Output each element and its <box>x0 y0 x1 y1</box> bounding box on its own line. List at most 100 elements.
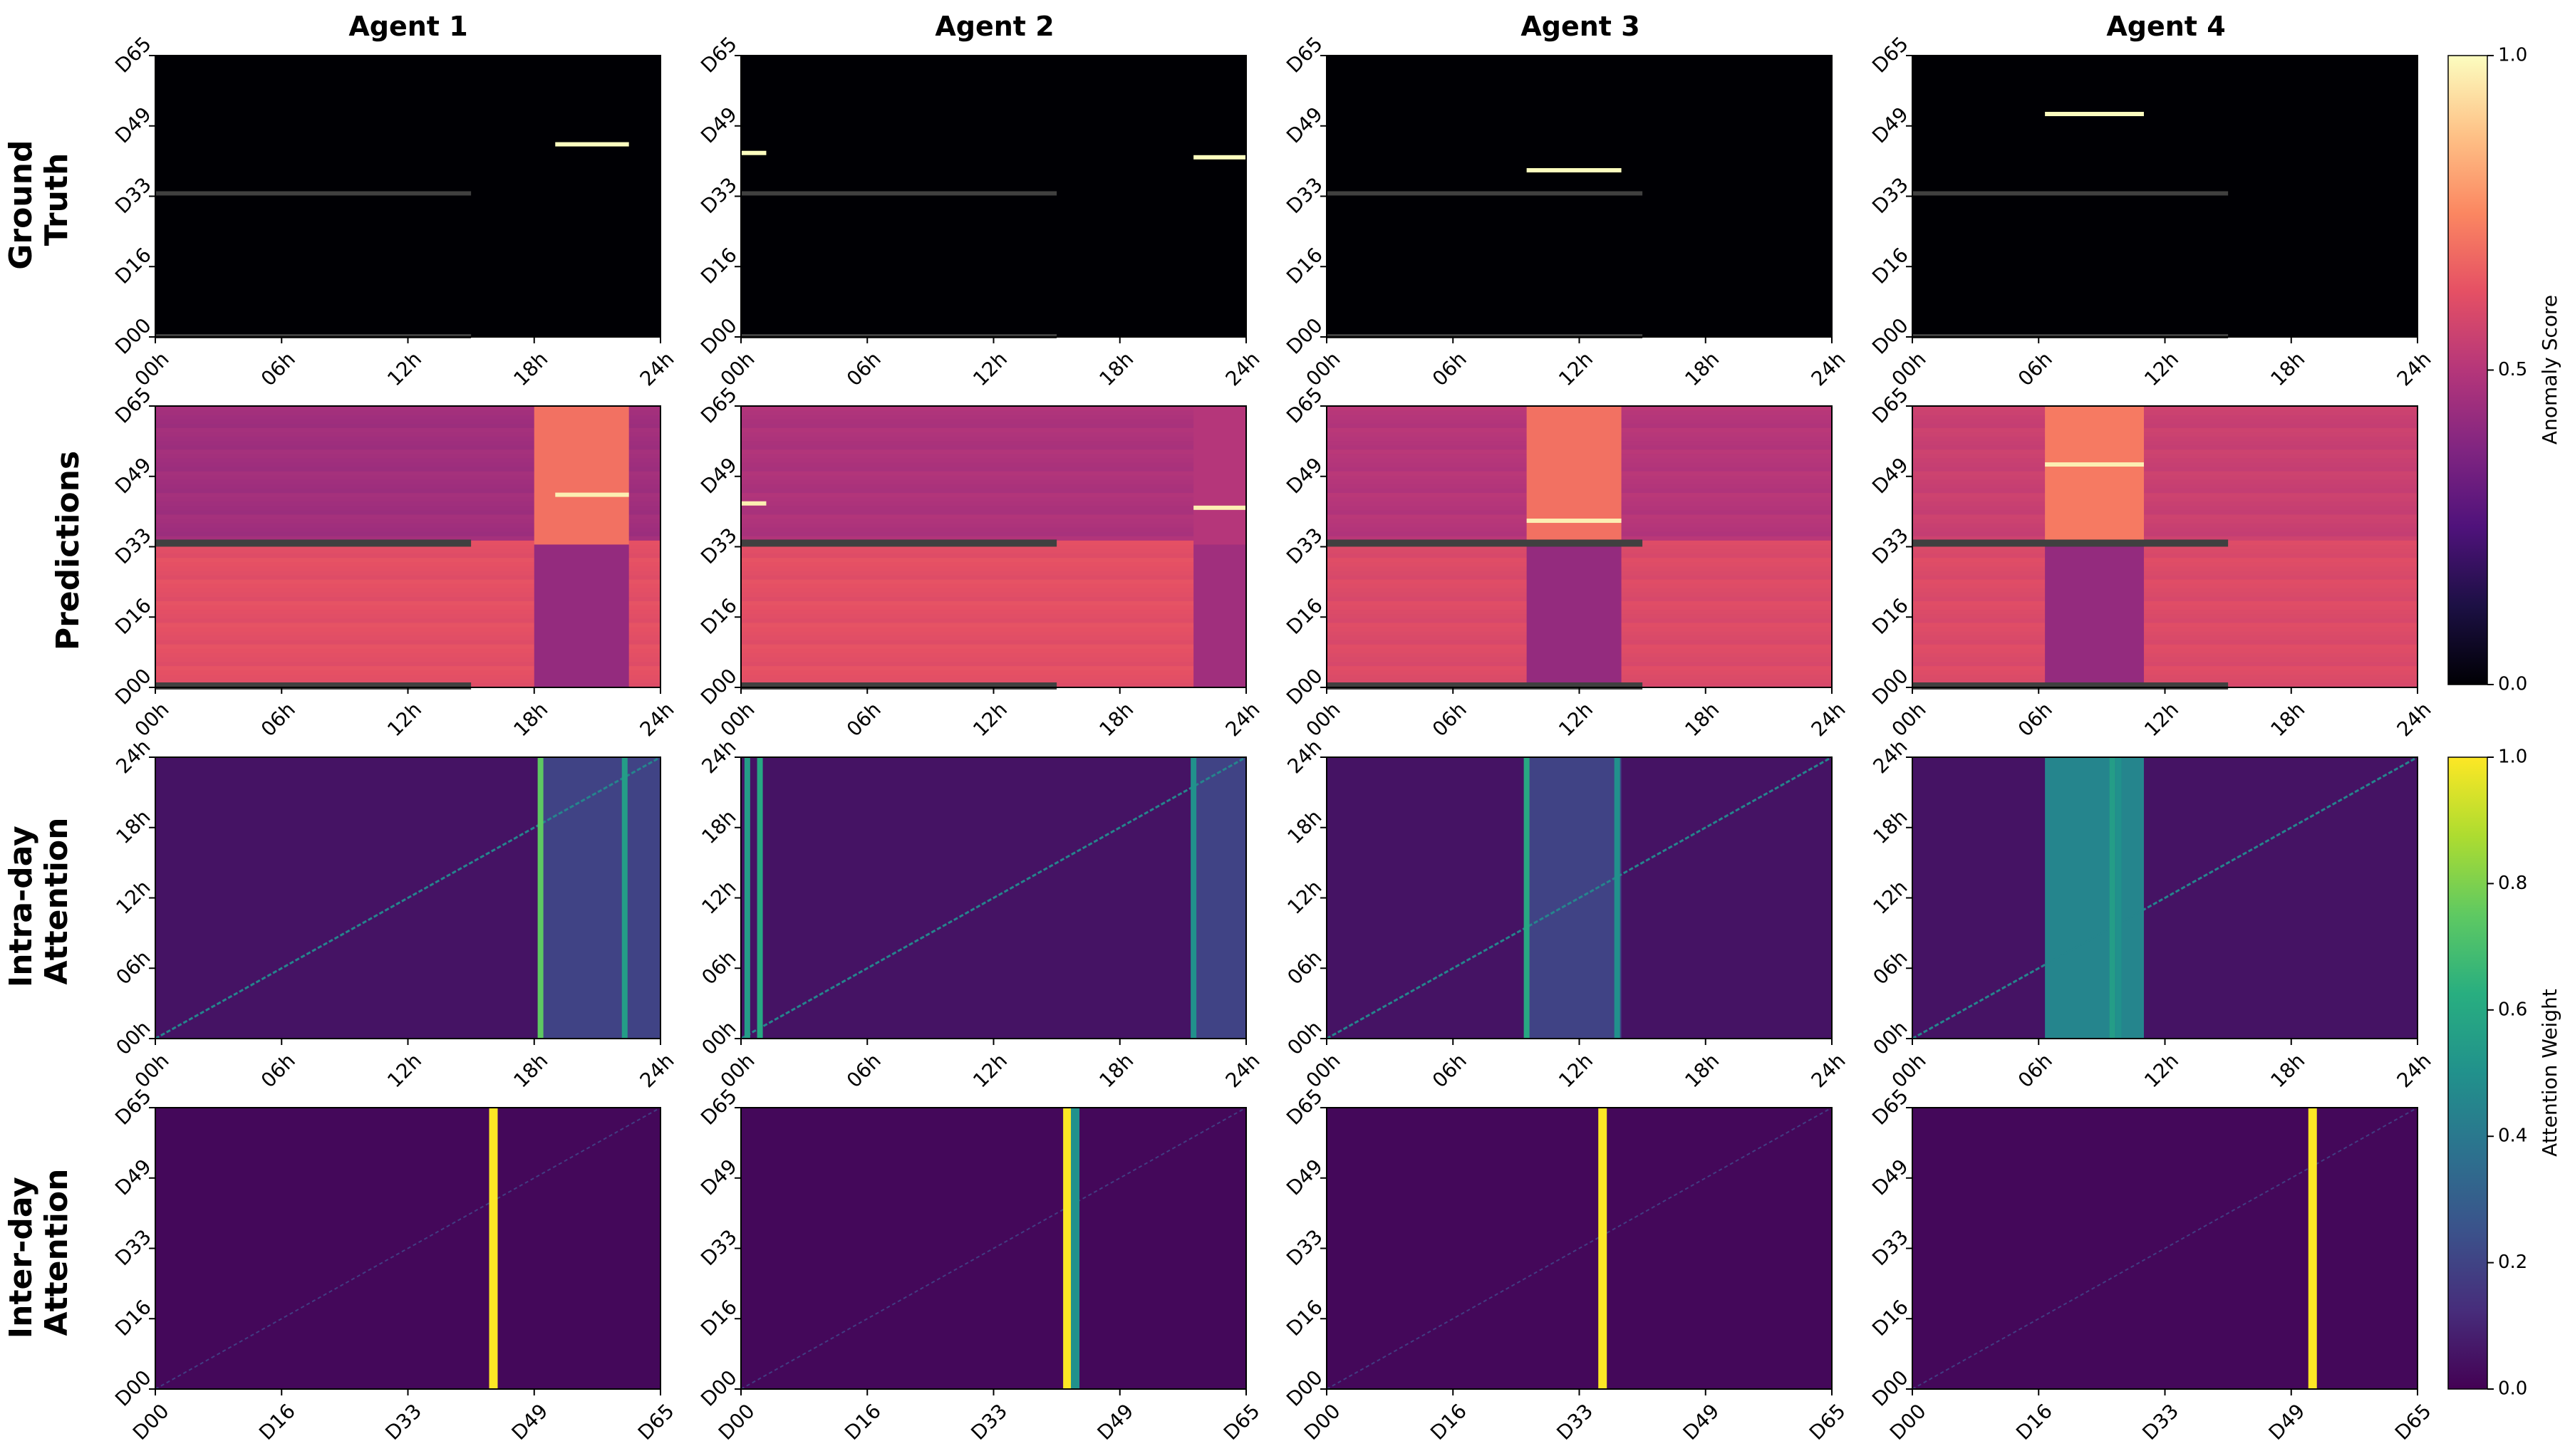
y-tick-label: D16 <box>110 1295 156 1341</box>
pred-row <box>1912 406 2418 411</box>
pred-row <box>155 548 660 554</box>
y-tick-label: 06h <box>1282 946 1326 989</box>
y-tick-label: D33 <box>1867 173 1913 219</box>
pred-row <box>741 531 1246 536</box>
pred-row <box>1912 644 2418 649</box>
pred-row <box>155 406 660 411</box>
pred-row <box>155 492 660 498</box>
pred-row <box>155 523 660 528</box>
x-tick-label: D49 <box>1093 1399 1139 1445</box>
y-tick-label: D65 <box>1282 32 1327 78</box>
y-tick-label: 00h <box>111 1016 155 1059</box>
pred-row <box>1912 527 2418 532</box>
pred-row <box>155 661 660 667</box>
y-tick-label: D00 <box>696 664 742 709</box>
pred-row <box>741 644 1246 649</box>
x-tick-label: 24h <box>2393 1049 2436 1092</box>
panel-frame <box>740 405 1247 688</box>
pred-row <box>155 635 660 640</box>
y-tick-label: 12h <box>1282 875 1326 919</box>
pred-row <box>155 471 660 476</box>
pred-row <box>1912 467 2418 472</box>
x-tick-label: 00h <box>130 697 174 741</box>
x-tick-label: 06h <box>2014 347 2057 390</box>
inter-diagonal <box>155 1107 661 1390</box>
pred-row <box>155 457 660 463</box>
x-tick-label: 12h <box>2140 697 2183 741</box>
y-tick-label: D16 <box>110 243 156 288</box>
pred-row <box>155 415 660 420</box>
x-tick-label: 06h <box>2014 1049 2057 1092</box>
colorbar-tick-label: 1.0 <box>2498 45 2527 66</box>
y-tick-label: D33 <box>1867 524 1913 569</box>
y-tick-label: D00 <box>1282 1366 1327 1411</box>
pred-row <box>741 635 1246 640</box>
x-tick-label: D00 <box>714 1399 760 1445</box>
inter-diagonal <box>1912 1107 2418 1390</box>
x-tick-label: 12h <box>968 347 1012 390</box>
y-tick-label: D16 <box>1282 243 1327 288</box>
x-tick-label: D16 <box>1426 1399 1471 1445</box>
pred-row <box>1912 423 2418 428</box>
intra-diagonal <box>1912 756 2418 1040</box>
intra-tint <box>540 757 660 1039</box>
pred-row <box>1912 475 2418 480</box>
pred-row <box>1912 652 2418 657</box>
pred-anomaly <box>1193 505 1246 510</box>
y-tick-label: D49 <box>1867 453 1913 499</box>
intra-diagonal <box>740 756 1247 1040</box>
intra-peak <box>757 757 763 1039</box>
x-tick-label: 00h <box>1302 1049 1345 1092</box>
y-tick-label: D33 <box>1282 173 1327 219</box>
pred-row <box>1912 531 2418 536</box>
pred-highlight-upper <box>534 406 629 545</box>
pred-highlight-lower <box>2045 544 2144 687</box>
y-tick-label: D49 <box>110 453 156 499</box>
inter-diagonal <box>740 1107 1247 1390</box>
missing-row <box>1327 682 1643 690</box>
x-tick-label: 24h <box>636 347 679 390</box>
y-tick-label: D49 <box>1282 1155 1327 1200</box>
inter-peak <box>489 1108 498 1389</box>
x-tick-label: 00h <box>716 697 760 741</box>
pred-row <box>155 475 660 480</box>
pred-row <box>741 548 1246 554</box>
y-tick-label: 18h <box>111 805 155 848</box>
pred-row <box>1912 440 2418 446</box>
pred-row <box>741 631 1246 636</box>
x-tick-label: D00 <box>1885 1399 1931 1445</box>
y-tick-label: D49 <box>110 1155 156 1200</box>
pred-row <box>1912 670 2418 675</box>
y-tick-label: D00 <box>1867 313 1913 359</box>
pred-row <box>155 419 660 424</box>
x-tick-label: 18h <box>2266 697 2309 741</box>
pred-row <box>1912 618 2418 623</box>
inter-peak <box>1063 1108 1072 1389</box>
y-tick-label: D16 <box>696 593 742 639</box>
y-tick-label: D00 <box>1282 664 1327 709</box>
pred-row <box>741 475 1246 480</box>
pred-row <box>155 626 660 632</box>
pred-row <box>741 652 1246 657</box>
pred-row <box>741 449 1246 454</box>
x-tick-label: 12h <box>383 1049 426 1092</box>
pred-row <box>1912 471 2418 476</box>
intra-tint <box>2045 757 2144 1039</box>
y-tick-label: 12h <box>111 875 155 919</box>
pred-row <box>741 509 1246 515</box>
pred-row <box>155 583 660 588</box>
x-tick-label: D49 <box>1679 1399 1724 1445</box>
pred-row <box>1912 570 2418 576</box>
pred-row <box>1912 488 2418 494</box>
x-tick-label: 24h <box>2393 347 2436 390</box>
x-tick-label: 06h <box>842 1049 886 1092</box>
x-tick-label: 12h <box>383 697 426 741</box>
x-tick-label: 06h <box>842 697 886 741</box>
x-tick-label: 18h <box>509 1049 552 1092</box>
y-tick-label: D00 <box>1867 664 1913 709</box>
pred-row <box>155 449 660 454</box>
pred-row <box>741 544 1246 550</box>
pred-row <box>1912 665 2418 671</box>
intra-peak <box>2115 757 2122 1039</box>
